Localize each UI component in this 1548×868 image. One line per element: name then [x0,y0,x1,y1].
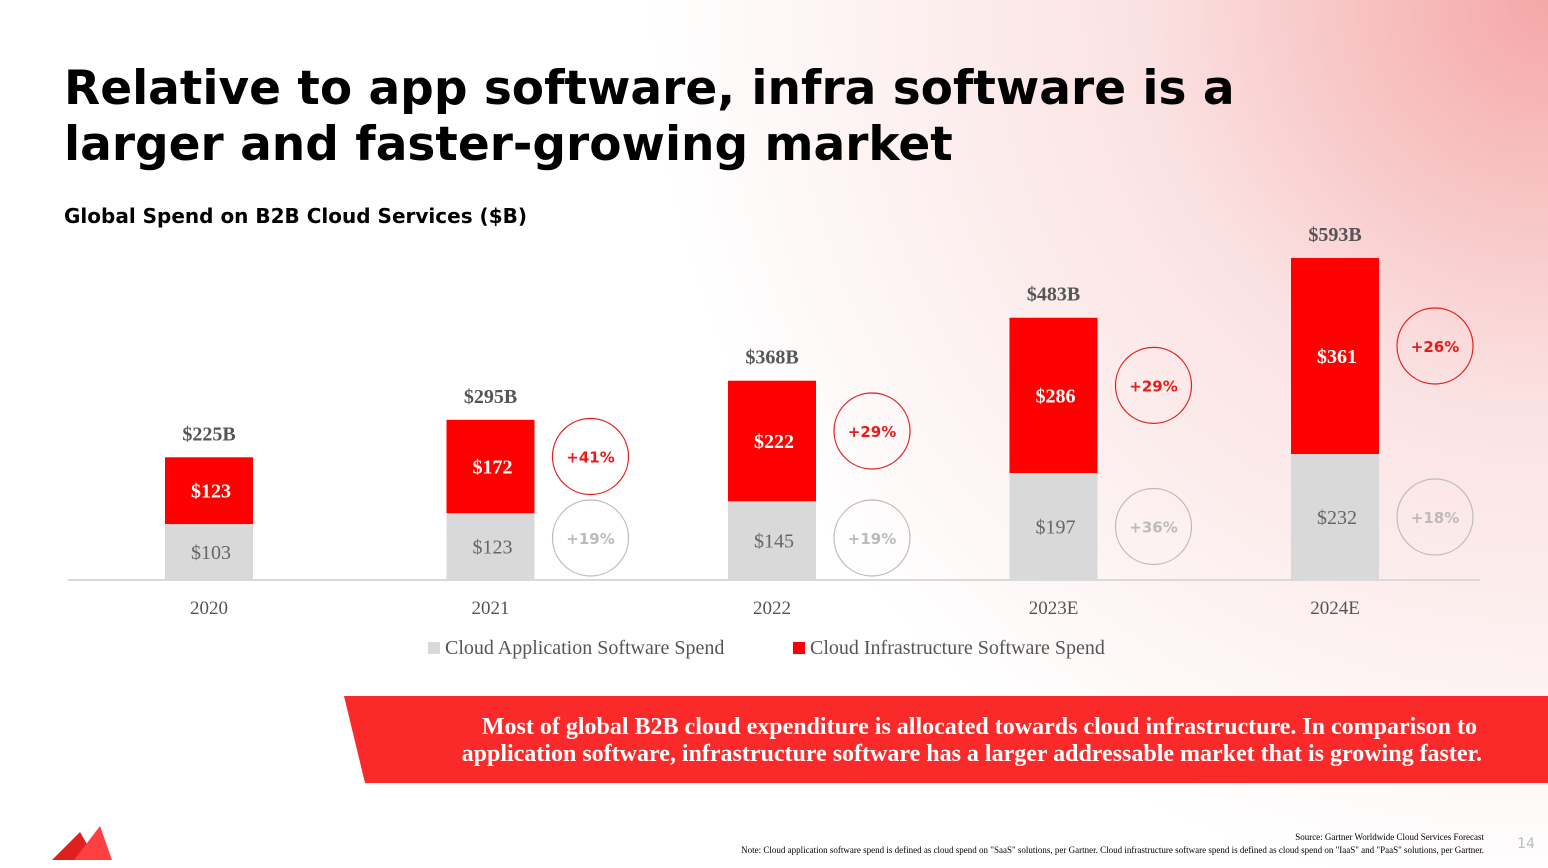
bar-segment [728,501,816,580]
callout-line: application software, infrastructure sof… [462,741,1482,767]
callout-line: Most of global B2B cloud expenditure is … [482,714,1477,740]
bar-segment [165,524,253,580]
title-line: Relative to app software, infra software… [64,61,1235,116]
growth-label: +18% [1411,509,1459,527]
bar-segment [1291,258,1379,455]
value-label: $222 [754,431,794,453]
growth-circle [833,392,911,470]
growth-circle [1396,478,1474,556]
legend-swatch [793,642,805,654]
growth-label: +29% [1129,377,1177,395]
growth-label: +29% [848,423,896,441]
x-tick-label: 2024E [1310,598,1360,619]
x-tick-label: 2021 [472,598,510,619]
chart-subtitle: Global Spend on B2B Cloud Services ($B) [64,204,527,228]
x-tick-label: 2020 [190,598,228,619]
note: Note: Cloud application software spend i… [741,845,1484,855]
total-label: $368B [745,347,798,369]
value-label: $123 [191,481,231,503]
growth-circle [1396,307,1474,385]
source: Source: Gartner Worldwide Cloud Services… [1295,832,1484,842]
growth-circle [1114,346,1193,424]
value-label: $103 [191,542,231,564]
growth-circle [833,499,911,577]
growth-circle [551,499,630,577]
growth-label: +26% [1411,338,1459,356]
title-line: larger and faster-growing market [64,117,953,172]
value-label: $197 [1036,517,1076,539]
bar-segment [1291,454,1379,580]
growth-label: +19% [566,530,614,548]
bar-segment [446,419,535,514]
bar-segment [728,380,816,502]
value-label: $232 [1317,507,1357,529]
value-label: $172 [473,457,513,479]
x-tick-label: 2023E [1029,598,1079,619]
value-label: $286 [1036,385,1076,407]
total-label: $225B [182,423,235,445]
total-label: $483B [1027,284,1080,306]
bar-segment [1009,317,1098,474]
growth-label: +19% [848,530,896,548]
page-number: 14 [1517,836,1535,852]
growth-circle [1114,487,1193,566]
logo [74,826,112,860]
legend-label: Cloud Infrastructure Software Spend [810,637,1105,659]
growth-label: +41% [566,449,614,467]
bar-segment [446,513,535,580]
value-label: $123 [473,537,513,559]
value-label: $361 [1317,346,1357,368]
growth-circle [551,417,630,496]
bar-segment [165,457,253,525]
legend-label: Cloud Application Software Spend [445,637,724,659]
bar-segment [1009,473,1098,580]
value-label: $145 [754,531,794,553]
total-label: $295B [464,386,517,408]
x-tick-label: 2022 [753,598,791,619]
total-label: $593B [1308,224,1361,246]
growth-label: +36% [1129,519,1177,537]
callout-box [344,696,1548,783]
legend-swatch [428,642,440,654]
